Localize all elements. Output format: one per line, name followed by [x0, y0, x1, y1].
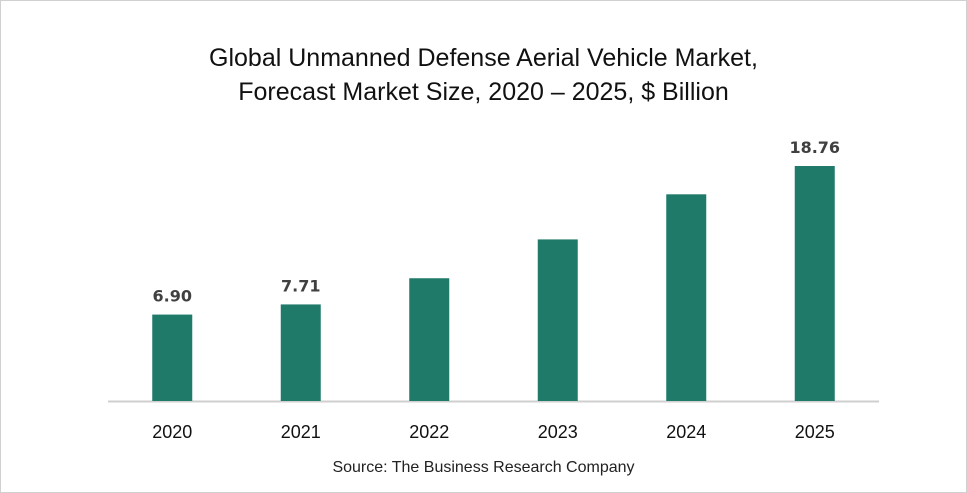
bar-2023: [537, 239, 578, 401]
data-label-2021: 7.71: [281, 276, 320, 295]
data-label-2025: 18.76: [789, 138, 840, 157]
bar-2021: [280, 304, 321, 401]
x-tick-label-2022: 2022: [409, 422, 449, 442]
chart-title: Global Unmanned Defense Aerial Vehicle M…: [1, 41, 966, 109]
bar-2022: [409, 278, 450, 401]
bar-2020: [152, 314, 193, 401]
source-note: Source: The Business Research Company: [332, 459, 635, 476]
x-tick-label-2023: 2023: [538, 422, 578, 442]
data-label-2020: 6.90: [153, 287, 192, 306]
bar-2024: [666, 194, 707, 401]
x-tick-label-2020: 2020: [152, 422, 192, 442]
x-tick-label-2021: 2021: [281, 422, 321, 442]
chart-title-line-1: Global Unmanned Defense Aerial Vehicle M…: [209, 44, 758, 72]
chart-title-line-2: Forecast Market Size, 2020 – 2025, $ Bil…: [238, 78, 729, 106]
x-tick-label-2024: 2024: [666, 422, 706, 442]
x-tick-label-2025: 2025: [795, 422, 835, 442]
bar-2025: [794, 166, 835, 401]
